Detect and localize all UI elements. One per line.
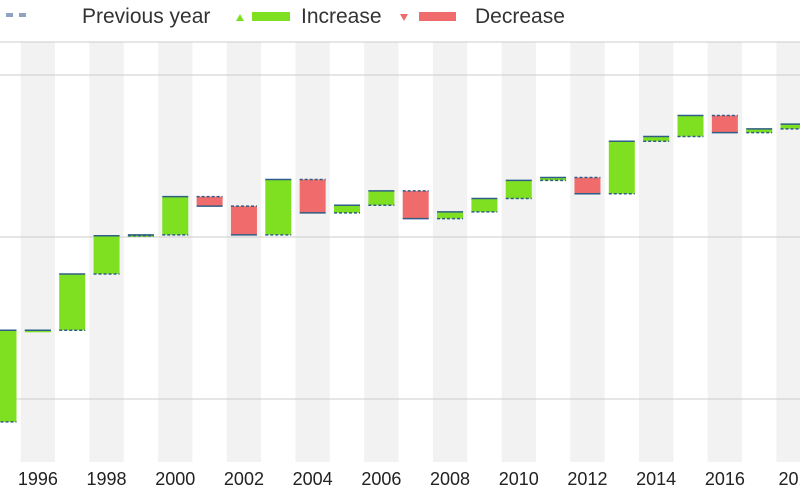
increase-bar bbox=[608, 141, 635, 194]
year-band bbox=[20, 42, 56, 462]
increase-bar bbox=[540, 177, 567, 181]
increase-bar bbox=[505, 180, 532, 199]
decrease-bar bbox=[711, 115, 738, 133]
year-band bbox=[432, 42, 468, 462]
year-band bbox=[638, 42, 674, 462]
increase-bar bbox=[93, 235, 120, 274]
increase-bar bbox=[677, 115, 704, 137]
increase-bar bbox=[334, 205, 360, 213]
legend-decrease-swatch bbox=[419, 12, 456, 21]
year-band bbox=[158, 42, 193, 462]
x-tick-label: 2016 bbox=[705, 469, 745, 489]
alternating-year-bands bbox=[20, 42, 800, 462]
increase-bar bbox=[0, 330, 17, 422]
decrease-bar bbox=[574, 177, 601, 194]
decrease-bar bbox=[402, 190, 429, 219]
x-axis-tick-labels: 1996 1998 2000 2002 2004 2006 2008 2010 2012 2014… bbox=[18, 469, 800, 489]
x-tick-label: 2012 bbox=[567, 469, 607, 489]
x-tick-label: 1996 bbox=[18, 469, 58, 489]
increase-bar bbox=[24, 330, 51, 333]
x-tick-label: 2004 bbox=[293, 469, 333, 489]
decrease-bar bbox=[196, 196, 223, 207]
x-tick-label: 2002 bbox=[224, 469, 264, 489]
increase-bar bbox=[368, 190, 395, 206]
horizontal-gridlines bbox=[0, 41, 800, 400]
legend-increase-swatch bbox=[252, 12, 290, 21]
previous-year-marks bbox=[0, 114, 800, 423]
year-band bbox=[364, 42, 399, 462]
year-band bbox=[707, 42, 743, 462]
year-band bbox=[570, 42, 605, 462]
increase-bar bbox=[746, 128, 773, 133]
legend-decrease-label: Decrease bbox=[475, 5, 565, 28]
year-band bbox=[776, 42, 800, 462]
year-band bbox=[226, 42, 262, 462]
legend-increase-triangle-icon bbox=[236, 14, 244, 21]
increase-bar bbox=[162, 196, 189, 235]
x-tick-label: 2000 bbox=[155, 469, 195, 489]
decrease-bar bbox=[299, 179, 326, 213]
increase-bar bbox=[471, 198, 498, 212]
x-tick-label: 2014 bbox=[636, 469, 676, 489]
increase-bar bbox=[437, 211, 464, 219]
increase-bar bbox=[265, 179, 292, 235]
legend-previous-year-label: Previous year bbox=[82, 5, 210, 28]
x-tick-label: 1998 bbox=[87, 469, 127, 489]
x-tick-label: 2008 bbox=[430, 469, 470, 489]
x-tick-label: 2006 bbox=[361, 469, 401, 489]
increase-bar bbox=[59, 273, 86, 331]
legend-increase-label: Increase bbox=[301, 5, 382, 28]
x-tick-label: 201 bbox=[779, 469, 800, 489]
decrease-bar bbox=[230, 206, 257, 235]
x-tick-label: 2010 bbox=[499, 469, 539, 489]
year-band bbox=[295, 42, 330, 462]
year-band bbox=[501, 42, 536, 462]
legend[interactable]: Previous year Increase Decrease bbox=[0, 5, 565, 28]
increase-bar bbox=[643, 136, 670, 142]
legend-decrease-triangle-icon bbox=[400, 14, 408, 21]
increase-bar bbox=[780, 124, 800, 129]
